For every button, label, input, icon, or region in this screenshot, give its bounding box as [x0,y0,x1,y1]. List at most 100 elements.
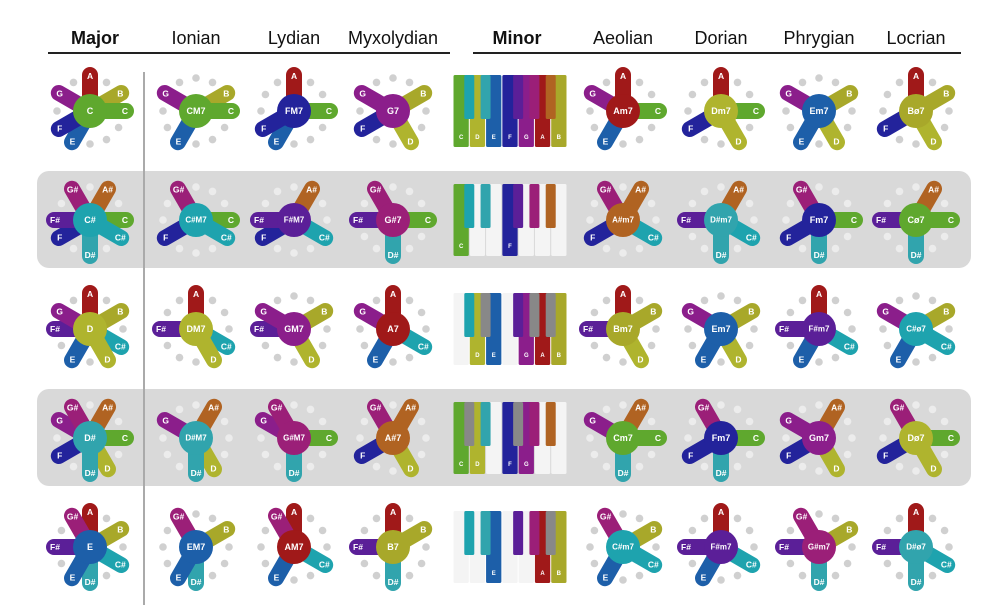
inactive-note-dot [945,325,953,333]
inactive-note-dot [879,325,887,333]
chord-wheel: B D# E G# EM7 [159,507,236,591]
inactive-note-dot [356,107,364,115]
inactive-note-dot [912,292,920,300]
note-label: F# [50,215,60,225]
note-label: F# [50,542,60,552]
inactive-note-dot [318,526,327,535]
inactive-note-dot [273,296,282,305]
chord-center [277,530,311,564]
inactive-note-dot [815,183,823,191]
note-label: G [359,307,366,317]
inactive-note-dot [261,559,270,568]
note-label: E [799,354,805,364]
note-label: C [228,106,234,116]
inactive-note-dot [831,296,840,305]
inactive-note-dot [602,244,611,253]
note-label: F# [779,324,789,334]
inactive-note-dot [405,296,414,305]
note-label: F [786,451,791,461]
chord-name: Em7 [809,106,828,116]
inactive-note-dot [389,183,397,191]
inactive-note-dot [405,244,414,253]
note-label: C# [648,233,659,243]
major-header-rule [48,52,450,54]
black-key-c-sharp [464,184,475,228]
inactive-note-dot [843,123,852,132]
chord-center [899,94,933,128]
chord-name: C#m7 [612,543,634,552]
inactive-note-dot [53,434,61,442]
black-key-f-sharp [513,511,524,555]
mixolydian-chord-circle-b7: A B D# F# B7 [348,502,438,592]
phrygian-chord-circle-fm7: C D# F G# Fm7 [774,175,864,265]
key-label: B [557,571,562,577]
inactive-note-dot [945,107,953,115]
chord-center [802,312,836,346]
chord-center [704,530,738,564]
note-label: D# [289,468,300,478]
key-label: A [540,571,545,577]
note-label: A# [208,403,219,413]
inactive-note-dot [883,417,892,426]
inactive-note-dot [717,140,725,148]
inactive-note-dot [405,187,414,196]
major-chord-circle-c-sharp: A# C C# D# F F# G# C# [45,175,135,265]
inactive-note-dot [717,576,725,584]
inactive-note-dot [360,232,369,241]
note-label: E [603,136,609,146]
chord-wheel: A# C# F G# A#m7 [583,180,663,257]
chord-name: D [87,324,94,334]
inactive-note-dot [360,526,369,535]
inactive-note-dot [114,450,123,459]
note-label: G# [370,185,382,195]
black-key-a-sharp [545,75,556,119]
phrygian-chord-circle-gm7: A# D F G Gm7 [774,393,864,483]
note-label: G [162,89,169,99]
note-label: F# [254,215,264,225]
note-label: F# [876,542,886,552]
header-locrian: Locrian [886,28,946,48]
inactive-note-dot [786,199,795,208]
note-label: C# [221,342,232,352]
inactive-note-dot [945,543,953,551]
chord-wheel: A B D F Bø7 [876,67,956,151]
inactive-note-dot [306,462,315,471]
note-label: G# [173,512,185,522]
inactive-note-dot [700,135,709,144]
chord-center [73,530,107,564]
inactive-note-dot [372,514,381,523]
inactive-note-dot [928,353,937,362]
inactive-note-dot [782,216,790,224]
inactive-note-dot [306,78,315,87]
note-label: F [883,451,888,461]
inactive-note-dot [306,571,315,580]
inactive-note-dot [372,571,381,580]
minor-header-rule [473,52,961,54]
inactive-note-dot [360,341,369,350]
black-key-f-sharp [513,75,524,119]
chord-center [179,312,213,346]
chord-wheel: A# C D# F# Cø7 [872,180,960,264]
inactive-note-dot [700,296,709,305]
inactive-note-dot [619,183,627,191]
chord-name: A#7 [385,433,402,443]
inactive-note-dot [372,244,381,253]
inactive-note-dot [879,107,887,115]
inactive-note-dot [940,199,949,208]
chord-center [73,312,107,346]
chord-name: Fm7 [810,215,829,225]
inactive-note-dot [843,559,852,568]
inactive-note-dot [306,514,315,523]
inactive-note-dot [192,510,200,518]
inactive-note-dot [928,571,937,580]
inactive-note-dot [688,526,697,535]
inactive-note-dot [798,296,807,305]
chord-name: Am7 [613,106,633,116]
inactive-note-dot [220,417,229,426]
inactive-note-dot [261,199,270,208]
inactive-note-dot [208,78,217,87]
chord-center [179,421,213,455]
inactive-note-dot [208,571,217,580]
